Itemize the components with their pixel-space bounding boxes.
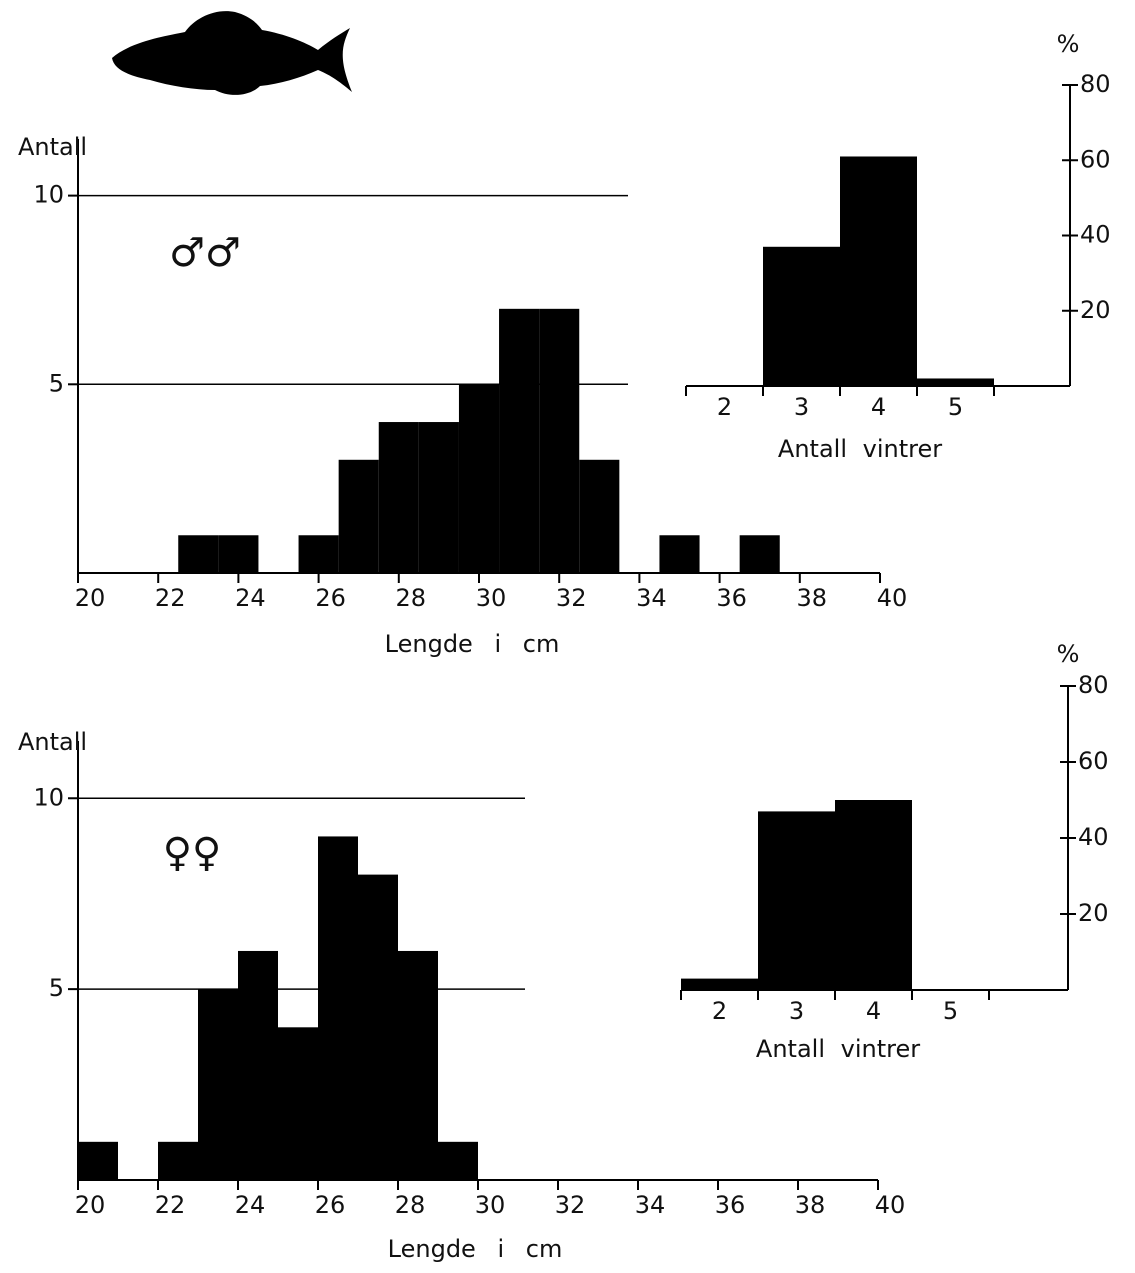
x-tick-label: 38	[795, 1191, 826, 1219]
x-axis-label: Antall vintrer	[756, 1035, 920, 1063]
x-tick-label: 5	[948, 393, 963, 421]
histogram-bar	[539, 308, 580, 573]
fish-silhouette	[112, 11, 352, 95]
x-tick-label: 38	[797, 584, 828, 612]
histogram-bar	[318, 836, 358, 1180]
histogram-bar	[438, 1141, 478, 1180]
x-tick-label: 36	[715, 1191, 746, 1219]
x-tick-label: 2	[712, 997, 727, 1025]
histogram-bar	[158, 1141, 198, 1180]
histogram-bar	[418, 422, 459, 573]
histogram-bar	[458, 384, 500, 573]
histogram-bar	[218, 535, 259, 573]
y-tick-label: 40	[1078, 823, 1109, 851]
x-tick-label: 20	[75, 1191, 106, 1219]
x-tick-label: 28	[396, 584, 427, 612]
x-tick-label: 32	[556, 584, 587, 612]
x-tick-label: 28	[395, 1191, 426, 1219]
x-tick-label: 26	[315, 1191, 346, 1219]
y-tick-label: 10	[33, 181, 64, 209]
x-tick-label: 3	[794, 393, 809, 421]
histogram-bar	[659, 535, 700, 573]
x-tick-label: 30	[476, 584, 507, 612]
histogram-bar	[579, 459, 620, 573]
x-tick-label: 22	[155, 584, 186, 612]
histogram-bar	[739, 535, 780, 573]
y-tick-label: 60	[1078, 747, 1109, 775]
histogram-bar	[338, 459, 379, 573]
y-axis-label: %	[1057, 30, 1080, 58]
y-tick-label: 40	[1080, 221, 1111, 249]
x-tick-label: 30	[475, 1191, 506, 1219]
histogram-bar	[378, 422, 419, 573]
histogram-bar	[298, 535, 339, 573]
x-tick-label: 2	[717, 393, 732, 421]
y-tick-label: 10	[33, 783, 64, 811]
bar	[758, 811, 835, 990]
x-tick-label: 3	[789, 997, 804, 1025]
histogram-bar	[499, 308, 540, 573]
histogram-bar	[198, 989, 238, 1180]
x-tick-label: 24	[235, 1191, 266, 1219]
x-tick-label: 24	[235, 584, 266, 612]
y-axis-label: %	[1057, 640, 1080, 668]
y-tick-label: 80	[1078, 671, 1109, 699]
histogram-bar	[398, 950, 438, 1180]
y-tick-label: 20	[1078, 899, 1109, 927]
x-tick-label: 40	[875, 1191, 906, 1219]
histogram-bar	[238, 950, 278, 1180]
y-axis-label: Antall	[18, 133, 87, 161]
x-tick-label: 26	[315, 584, 346, 612]
histogram-bar	[358, 874, 398, 1180]
sex-symbol: ♀♀	[163, 830, 222, 876]
x-tick-label: 32	[555, 1191, 586, 1219]
histogram-bar	[278, 1027, 318, 1180]
y-axis-label: Antall	[18, 728, 87, 756]
y-tick-label: 20	[1080, 296, 1111, 324]
x-tick-label: 34	[635, 1191, 666, 1219]
y-tick-label: 80	[1080, 70, 1111, 98]
histogram-bar	[78, 1141, 118, 1180]
x-tick-label: 5	[943, 997, 958, 1025]
x-tick-label: 40	[877, 584, 908, 612]
bar	[681, 978, 758, 990]
bar	[763, 246, 840, 386]
bar	[835, 800, 912, 990]
x-tick-label: 36	[716, 584, 747, 612]
histogram-bar	[178, 535, 219, 573]
bar	[840, 156, 917, 386]
y-tick-label: 5	[49, 974, 64, 1002]
sex-symbol: ♂♂	[169, 230, 241, 276]
x-axis-label: Lengde i cm	[385, 630, 560, 658]
x-tick-label: 4	[871, 393, 886, 421]
x-tick-label: 22	[155, 1191, 186, 1219]
y-tick-label: 5	[49, 369, 64, 397]
x-axis-label: Lengde i cm	[388, 1235, 563, 1263]
x-tick-label: 20	[75, 584, 106, 612]
x-axis-label: Antall vintrer	[778, 435, 942, 463]
x-tick-label: 34	[636, 584, 667, 612]
y-tick-label: 60	[1080, 145, 1111, 173]
x-tick-label: 4	[866, 997, 881, 1025]
bar	[917, 378, 994, 386]
